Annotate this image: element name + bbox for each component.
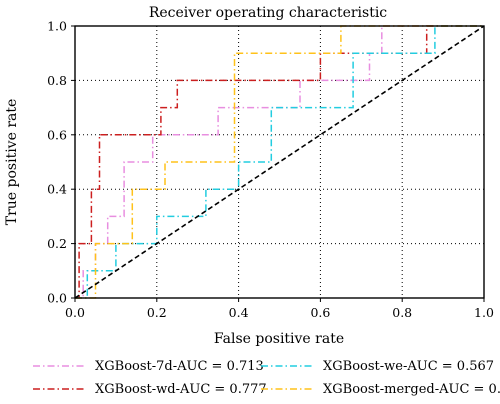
x-tick-label: 0.2 (147, 305, 167, 320)
y-tick-label: 0.8 (47, 73, 67, 88)
roc-series-line (75, 25, 484, 299)
x-tick-label: 0.6 (310, 305, 330, 320)
y-tick-label: 0.4 (47, 182, 67, 197)
legend-label: XGBoost-wd-AUC = 0.777 (95, 382, 267, 397)
chance-diagonal-line (74, 25, 485, 299)
y-tick-label: 1.0 (47, 19, 67, 34)
plot-frame (74, 25, 485, 299)
y-tick-label: 0.6 (47, 127, 67, 142)
y-tick-label: 0.0 (47, 291, 67, 306)
axis-ticks: 0.0 0.2 0.4 0.6 0.8 1.0 0.0 0.2 0.4 0.6 0.8 1.0 (47, 19, 494, 321)
x-tick-label: 0.4 (229, 305, 249, 320)
x-tick-label: 0.8 (392, 305, 412, 320)
x-tick-label: 1.0 (474, 305, 494, 320)
series-lines (74, 25, 485, 299)
legend-label: XGBoost-merged-AUC = 0.715 (323, 382, 500, 397)
legend-label: XGBoost-7d-AUC = 0.713 (95, 359, 264, 374)
legend-label: XGBoost-we-AUC = 0.567 (323, 359, 494, 374)
y-axis-label: True positive rate (4, 99, 20, 226)
y-tick-label: 0.2 (47, 236, 67, 251)
x-axis-label: False positive rate (214, 331, 344, 347)
legend: XGBoost-7d-AUC = 0.713 XGBoost-wd-AUC = 0… (33, 359, 500, 397)
chart-title: Receiver operating characteristic (149, 5, 387, 21)
x-tick-label: 0.0 (65, 305, 85, 320)
